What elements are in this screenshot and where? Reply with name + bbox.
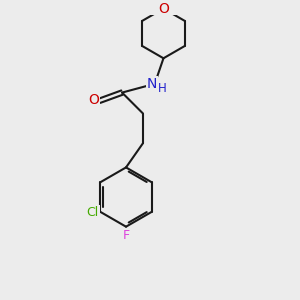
Text: F: F xyxy=(122,229,130,242)
Text: H: H xyxy=(158,82,167,95)
Text: O: O xyxy=(158,2,169,16)
Text: N: N xyxy=(147,77,158,91)
Text: O: O xyxy=(88,93,99,107)
Text: Cl: Cl xyxy=(86,206,99,219)
